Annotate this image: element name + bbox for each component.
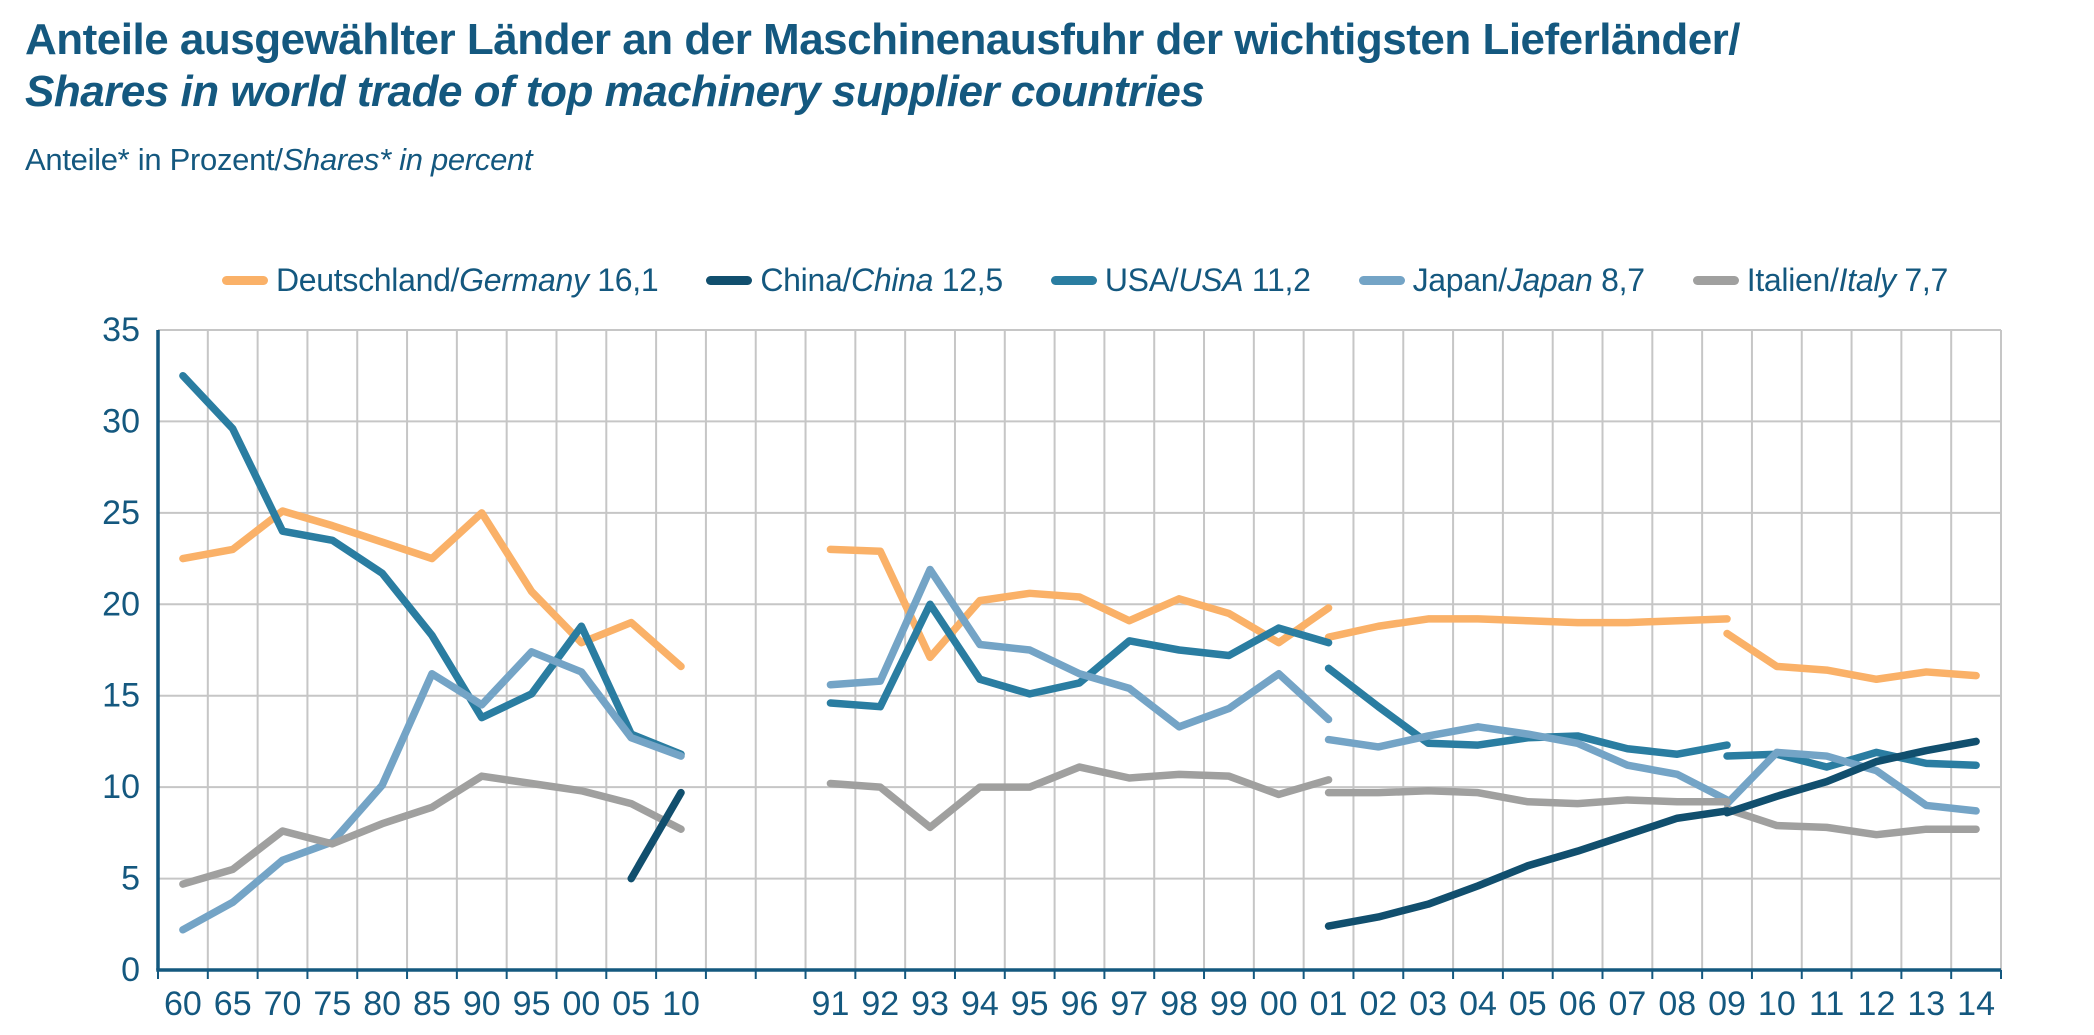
title-block: Anteile ausgewählter Länder an der Masch… (25, 14, 1741, 118)
japan-legend-label: Japan/Japan 8,7 (1412, 262, 1645, 298)
germany-legend-label: Deutschland/Germany 16,1 (275, 262, 659, 298)
y-axis-label: 15 (102, 677, 140, 715)
x-axis-label: 70 (264, 985, 302, 1023)
x-axis-label: 75 (313, 985, 351, 1023)
x-axis-label: 80 (363, 985, 401, 1023)
x-axis-label: 02 (1359, 985, 1397, 1023)
x-axis-label: 07 (1609, 985, 1647, 1023)
line-japan-segment-1 (179, 648, 685, 934)
y-axis-label: 20 (102, 585, 140, 623)
x-axis-label: 12 (1858, 985, 1896, 1023)
italy-legend-label: Italien/Italy 7,7 (1746, 262, 1949, 298)
line-usa-segment-1 (179, 371, 685, 758)
x-axis-label: 10 (1758, 985, 1796, 1023)
y-axis-label: 5 (121, 860, 140, 898)
line-japan-segment-3 (1324, 723, 1731, 804)
line-usa-segment-2 (826, 600, 1333, 711)
legend-item-germany: Deutschland/Germany 16,1 (221, 262, 659, 299)
y-axis-label: 30 (102, 402, 140, 440)
china-legend-swatch (706, 276, 753, 285)
china-legend-label: China/China 12,5 (760, 262, 1003, 298)
y-axis-label: 25 (102, 494, 140, 532)
x-axis-label: 10 (662, 985, 700, 1023)
subtitle: Anteile* in Prozent/Shares* in percent (25, 142, 533, 178)
x-axis-label: 08 (1658, 985, 1696, 1023)
subtitle-english: Shares* in percent (282, 142, 533, 177)
line-japan-segment-2 (826, 565, 1333, 731)
x-axis-label: 60 (164, 985, 202, 1023)
legend-item-usa: USA/USA 11,2 (1050, 262, 1311, 299)
line-china-segment-1 (627, 788, 685, 883)
x-axis-label: 06 (1559, 985, 1597, 1023)
x-axis-label: 00 (1260, 985, 1298, 1023)
line-italy-segment-4 (1723, 805, 1980, 839)
x-axis-label: 04 (1459, 985, 1497, 1023)
x-axis-label: 96 (1061, 985, 1099, 1023)
x-axis-label: 14 (1957, 985, 1995, 1023)
japan-legend-swatch (1358, 276, 1405, 285)
x-axis-label: 95 (513, 985, 551, 1023)
x-axis-label: 93 (911, 985, 949, 1023)
x-axis-label: 00 (562, 985, 600, 1023)
line-italy-segment-2 (826, 763, 1333, 832)
x-axis-label: 03 (1409, 985, 1447, 1023)
line-china-segment-2 (1324, 807, 1731, 930)
x-axis-label: 13 (1907, 985, 1945, 1023)
x-axis-label: 92 (861, 985, 899, 1023)
page-title-german: Anteile ausgewählter Länder an der Masch… (25, 15, 1741, 64)
page-title-english: Shares in world trade of top machinery s… (25, 66, 1205, 116)
x-axis-label: 05 (1509, 985, 1547, 1023)
y-axis-label: 35 (102, 311, 140, 349)
x-axis-label: 05 (612, 985, 650, 1023)
subtitle-german: Anteile* in Prozent/ (25, 142, 283, 177)
line-germany-segment-4 (1723, 629, 1980, 684)
x-axis-label: 99 (1210, 985, 1248, 1023)
line-germany-segment-2 (826, 545, 1333, 662)
usa-legend-swatch (1050, 276, 1097, 285)
y-axis-label: 0 (121, 951, 140, 989)
line-china-segment-3 (1723, 737, 1980, 817)
x-axis-label: 65 (214, 985, 252, 1023)
legend-item-china: China/China 12,5 (706, 262, 1003, 299)
line-italy-segment-3 (1324, 787, 1731, 808)
x-axis-label: 11 (1809, 985, 1844, 1023)
legend-item-italy: Italien/Italy 7,7 (1692, 262, 1949, 299)
legend-item-japan: Japan/Japan 8,7 (1358, 262, 1645, 299)
line-italy-segment-1 (179, 772, 685, 888)
line-japan-segment-4 (1723, 748, 1980, 815)
y-axis-label: 10 (102, 768, 140, 806)
germany-legend-swatch (221, 276, 268, 285)
line-germany-segment-1 (179, 507, 685, 671)
x-axis-label: 01 (1310, 985, 1348, 1023)
line-germany-segment-3 (1324, 615, 1731, 641)
italy-legend-swatch (1692, 276, 1739, 285)
x-axis-label: 98 (1160, 985, 1198, 1023)
x-axis-label: 91 (812, 985, 850, 1023)
chart-legend: Deutschland/Germany 16,1 China/China 12,5… (120, 262, 2050, 299)
usa-legend-label: USA/USA 11,2 (1104, 262, 1311, 298)
x-axis-label: 90 (463, 985, 501, 1023)
x-axis-label: 85 (413, 985, 451, 1023)
x-axis-label: 97 (1110, 985, 1148, 1023)
x-axis-label: 94 (961, 985, 999, 1023)
x-axis-label: 95 (1011, 985, 1049, 1023)
x-axis-label: 09 (1708, 985, 1746, 1023)
